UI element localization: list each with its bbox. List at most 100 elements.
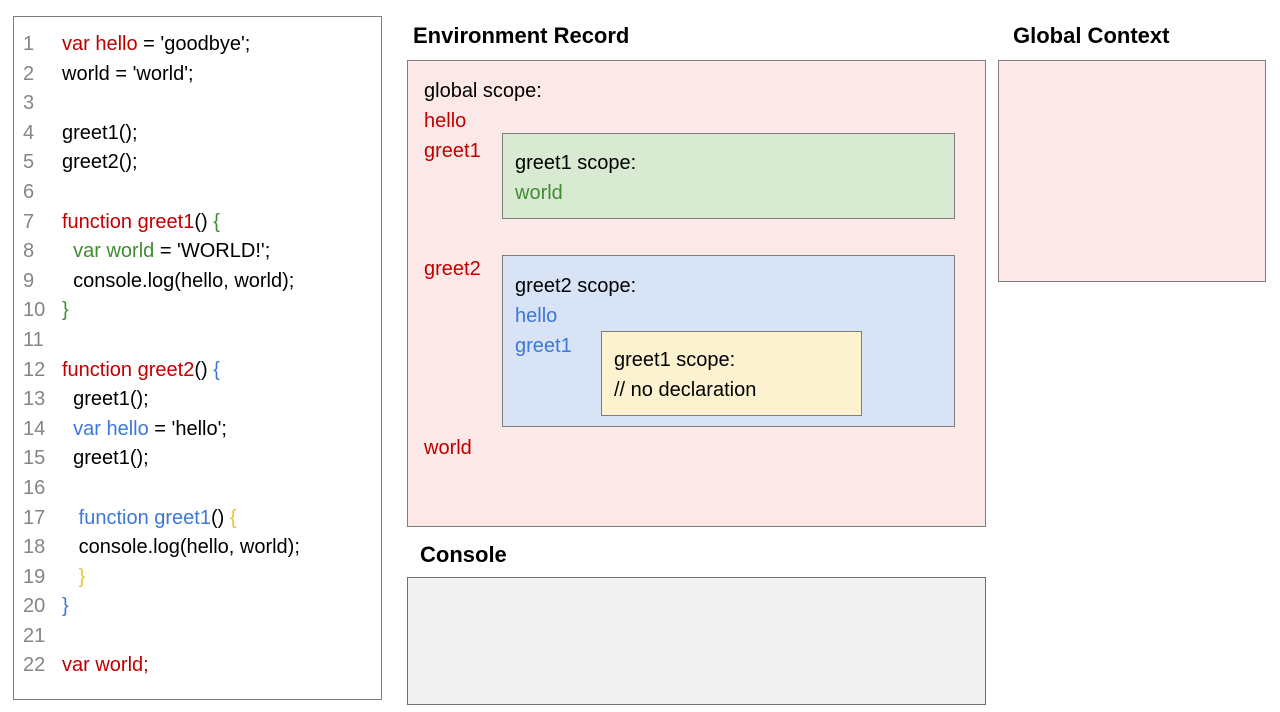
- inner-greet1-scope-label: greet1 scope:: [614, 349, 736, 371]
- code-token: world = 'world';: [62, 62, 194, 85]
- line-number: 10: [23, 299, 46, 322]
- line-number: 11: [23, 328, 44, 351]
- code-text: world = 'world';: [62, 60, 194, 90]
- code-token: console.log(hello, world);: [62, 536, 300, 559]
- line-number: 14: [23, 417, 46, 440]
- greet1-scope-var-world: world: [515, 182, 563, 204]
- code-token: (): [211, 506, 230, 529]
- line-number: 20: [23, 595, 46, 618]
- code-line: 18 console.log(hello, world);: [14, 533, 381, 563]
- line-number: 2: [23, 62, 35, 85]
- code-token: = 'hello';: [148, 417, 227, 440]
- code-token: var world: [73, 240, 155, 263]
- global-scope-label: global scope:: [424, 80, 542, 102]
- line-number: 18: [23, 536, 46, 559]
- code-line: 5 greet2();: [14, 148, 381, 178]
- code-token: [62, 240, 73, 262]
- global-var-greet1: greet1: [424, 140, 481, 162]
- global-context-box: [998, 60, 1266, 282]
- line-number: 4: [23, 121, 35, 144]
- code-token: = 'WORLD!';: [154, 240, 271, 263]
- code-token: function greet1: [62, 210, 195, 233]
- greet2-scope-var-hello: hello: [515, 305, 558, 327]
- line-number: 8: [23, 240, 35, 263]
- code-token: {: [213, 358, 220, 381]
- line-number: 9: [23, 269, 35, 292]
- code-editor-panel: 1 var hello = 'goodbye'; 2 world = 'world';…: [13, 16, 382, 700]
- code-text: function greet1() {: [62, 504, 237, 534]
- code-text: }: [62, 563, 86, 593]
- code-token: function greet1: [78, 506, 211, 529]
- greet2-scope-var-greet1: greet1: [515, 335, 572, 357]
- greet2-scope-label: greet2 scope:: [515, 275, 637, 297]
- global-var-world: world: [424, 437, 472, 459]
- code-token: var hello: [73, 417, 149, 440]
- code-line: 3: [14, 89, 381, 119]
- code-text: var hello = 'hello';: [62, 415, 227, 445]
- code-token: var world;: [62, 654, 149, 677]
- line-number: 21: [23, 624, 46, 647]
- line-number: 7: [23, 210, 35, 233]
- code-token: function greet2: [62, 358, 195, 381]
- code-line: 17 function greet1() {: [14, 504, 381, 534]
- code-line: 4 greet1();: [14, 119, 381, 149]
- code-token: {: [229, 506, 237, 529]
- line-number: 5: [23, 151, 35, 174]
- code-line: 2 world = 'world';: [14, 60, 381, 90]
- code-line: 13 greet1();: [14, 385, 381, 415]
- line-number: 22: [23, 654, 46, 677]
- code-line: 21: [14, 622, 381, 652]
- code-text: function greet2() {: [62, 356, 220, 386]
- code-line: 20}: [14, 592, 381, 622]
- code-text: var world;: [62, 651, 149, 681]
- code-line: 11: [14, 326, 381, 356]
- line-number: 13: [23, 388, 46, 411]
- code-text: var hello = 'goodbye';: [62, 30, 250, 60]
- code-line: 6: [14, 178, 381, 208]
- code-line: 12 function greet2() {: [14, 356, 381, 386]
- code-line: 10}: [14, 296, 381, 326]
- line-number: 3: [23, 92, 35, 115]
- environment-record-title: Environment Record: [413, 23, 630, 48]
- code-token: }: [62, 299, 69, 322]
- code-text: var world = 'WORLD!';: [62, 237, 270, 267]
- line-number: 12: [23, 358, 46, 381]
- code-token: greet2();: [62, 151, 138, 174]
- code-token: var hello: [62, 33, 138, 55]
- line-number: 16: [23, 476, 46, 499]
- console-title: Console: [420, 542, 507, 567]
- global-var-hello: hello: [424, 110, 467, 132]
- code-line: 22 var world;: [14, 651, 381, 681]
- code-line: 16: [14, 474, 381, 504]
- code-token: [62, 566, 79, 588]
- code-line: 7 function greet1() {: [14, 208, 381, 238]
- greet1-scope-label: greet1 scope:: [515, 152, 637, 174]
- code-text: greet2();: [62, 148, 138, 178]
- code-token: }: [62, 595, 69, 618]
- code-line: 15 greet1();: [14, 444, 381, 474]
- code-token: (): [194, 358, 214, 381]
- code-text: greet1();: [62, 385, 149, 415]
- inner-greet1-scope-comment: // no declaration: [614, 379, 757, 401]
- code-token: greet1();: [62, 388, 149, 411]
- line-number: 19: [23, 565, 46, 588]
- global-context-title: Global Context: [1013, 23, 1170, 48]
- code-text: }: [62, 592, 69, 622]
- line-number: 17: [23, 506, 46, 529]
- code-token: (): [194, 210, 214, 233]
- code-text: console.log(hello, world);: [62, 267, 294, 297]
- code-token: [62, 418, 73, 440]
- inner-greet1-scope-box: greet1 scope: // no declaration: [601, 331, 862, 416]
- code-text: console.log(hello, world);: [62, 533, 300, 563]
- global-scope-box: global scope: hello greet1 greet2 world …: [407, 60, 986, 527]
- console-output-box: [407, 577, 986, 705]
- code-line: 1 var hello = 'goodbye';: [14, 30, 381, 60]
- code-text: }: [62, 296, 69, 326]
- greet1-scope-box: greet1 scope: world: [502, 133, 955, 219]
- line-number: 6: [23, 180, 35, 203]
- greet2-scope-box: greet2 scope: hello greet1 greet1 scope:…: [502, 255, 955, 427]
- code-line: 8 var world = 'WORLD!';: [14, 237, 381, 267]
- code-token: [62, 507, 79, 529]
- global-var-greet2: greet2: [424, 258, 481, 280]
